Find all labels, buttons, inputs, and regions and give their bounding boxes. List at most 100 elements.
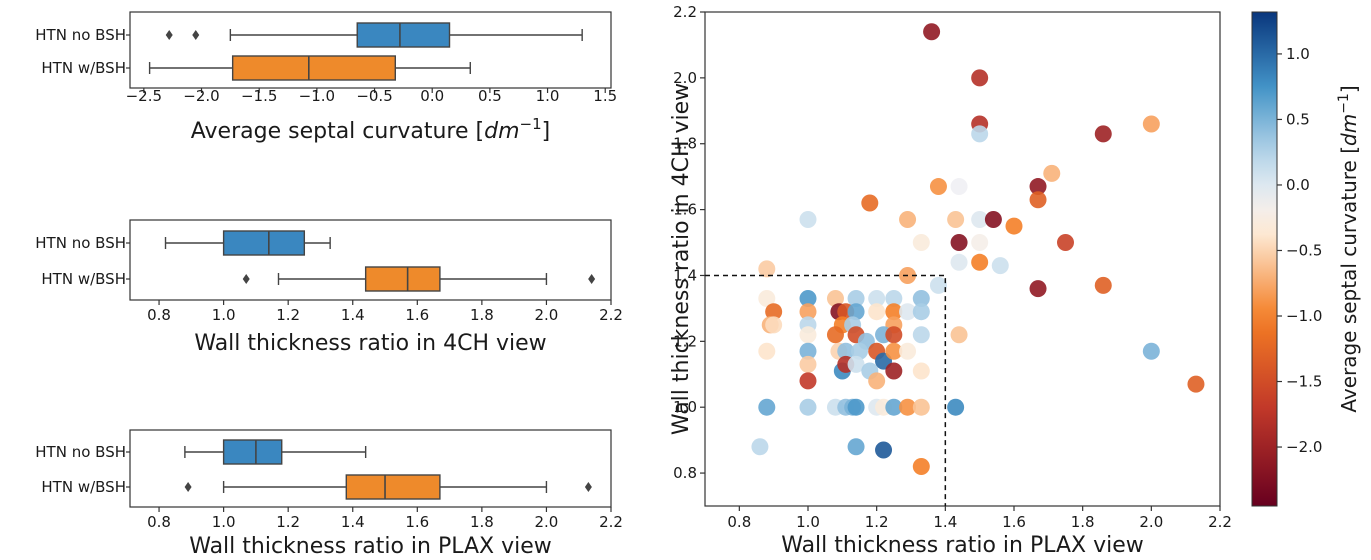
y-axis-label: Wall thickness ratio in 4CH view [669, 83, 694, 435]
scatter-point [947, 398, 965, 416]
scatter-point [758, 398, 776, 416]
scatter-point [758, 342, 776, 360]
scatter-point [912, 290, 930, 308]
plot-frame [129, 11, 612, 89]
scatter-point [984, 210, 1002, 228]
y-tick-label: 1.4 [673, 266, 697, 284]
x-tick-label: 1.2 [865, 513, 889, 531]
x-tick-label: 1.4 [341, 513, 365, 531]
scatter-point [991, 257, 1009, 275]
x-tick-label: 1.4 [933, 513, 957, 531]
scatter-point [971, 69, 989, 87]
scatter-point [947, 210, 965, 228]
scatter-point [799, 290, 817, 308]
colorbar-label-text: Average septal curvature [ [1337, 146, 1361, 413]
scatter-point [971, 253, 989, 271]
x-tick-label: 1.8 [470, 306, 494, 324]
x-axis-label: Average septal curvature [dm−1] [191, 115, 550, 144]
scatter-points [751, 23, 1205, 475]
scatter-point [929, 276, 947, 294]
scatter-point [899, 303, 917, 321]
scatter-point [971, 210, 989, 228]
y-tick-label: 2.2 [673, 3, 697, 21]
scatter-point [1043, 164, 1061, 182]
scatter-point [868, 303, 886, 321]
y-tick-label: 2.0 [673, 69, 697, 87]
x-tick-label: 0.8 [727, 513, 751, 531]
scatter-point [885, 290, 903, 308]
box-group [184, 439, 367, 465]
scatter-point [912, 398, 930, 416]
group-label: HTN no BSH [35, 26, 126, 44]
x-tick-label: 1.8 [1071, 513, 1095, 531]
colorbar-label-close: ] [1337, 85, 1361, 93]
group-label: HTN no BSH [35, 443, 126, 461]
scatter-point [799, 342, 817, 360]
scatter-point [826, 290, 844, 308]
x-tick-label: 1.2 [276, 513, 300, 531]
scatter-point [751, 438, 769, 456]
iqr-box [222, 230, 306, 256]
scatter-point [885, 326, 903, 344]
scatter-point [837, 342, 855, 360]
x-tick-label: 2.2 [1208, 513, 1232, 531]
x-tick-label: 0.8 [147, 513, 171, 531]
x-tick-label: 1.0 [212, 513, 236, 531]
x-tick-label: 1.4 [341, 306, 365, 324]
colorbar-tick-label: −1.0 [1286, 307, 1322, 325]
scatter-point [929, 178, 947, 196]
box-plot-plax-ratio: HTN no BSH HTN w/BSH 0.8 1.0 1.2 1.4 1.6 1.8 2.0… [35, 429, 623, 559]
outlier-marker [588, 274, 596, 284]
box-plot-4ch-ratio: HTN no BSH HTN w/BSH 0.8 1.0 1.2 1.4 1.6 1.8 2.0… [35, 219, 623, 356]
outlier-marker [192, 30, 200, 40]
box-group [164, 230, 331, 256]
scatter-point [912, 457, 930, 475]
scatter-point [912, 326, 930, 344]
scatter-point [1187, 375, 1205, 393]
scatter-point [799, 398, 817, 416]
scatter-point [847, 355, 865, 373]
scatter-plot: 0.8 1.0 1.2 1.4 1.6 1.8 2.0 2.2 0.8 1.0 1.2 1.4 1.6 1… [669, 3, 1361, 558]
group-label: HTN w/BSH [41, 478, 126, 496]
scatter-point [950, 178, 968, 196]
colorbar-tick-label: 0.5 [1286, 110, 1310, 128]
iqr-box [222, 439, 283, 465]
scatter-point [971, 234, 989, 252]
box-group [242, 266, 596, 292]
y-tick-label: 0.8 [673, 464, 697, 482]
x-tick-label: 1.6 [405, 306, 429, 324]
scatter-point [1057, 234, 1074, 252]
scatter-point [758, 260, 776, 278]
scatter-point [799, 303, 817, 321]
x-tick-label: 1.8 [470, 513, 494, 531]
scatter-point [1029, 280, 1047, 298]
scatter-point [885, 362, 903, 380]
plot-frame [129, 429, 612, 508]
outlier-marker [584, 482, 592, 492]
colorbar-tick-label: −1.5 [1286, 373, 1322, 391]
y-tick-label: 1.2 [673, 332, 697, 350]
outlier-marker [242, 274, 250, 284]
scatter-point [826, 326, 844, 344]
colorbar-tick-label: −2.0 [1286, 438, 1322, 456]
x-tick-label: −2.0 [183, 87, 219, 105]
scatter-point [1005, 217, 1023, 235]
x-tick-label: 2.0 [535, 306, 559, 324]
scatter-point [1142, 342, 1160, 360]
scatter-point [799, 326, 817, 344]
scatter-point [885, 303, 903, 321]
x-tick-label: 1.6 [405, 513, 429, 531]
y-tick-label: 1.8 [673, 135, 697, 153]
colorbar-tick-label: 1.0 [1286, 45, 1310, 63]
scatter-point [851, 342, 868, 360]
scatter-point [875, 441, 893, 459]
colorbar-label-unit: dm [1337, 114, 1361, 146]
box-plot-septal-curvature: HTN no BSH HTN w/BSH−2.5 −2.0 −1.5 −1.0 −0.5 0… [35, 11, 617, 144]
outlier-marker [184, 482, 192, 492]
colorbar-label-exponent: −1 [1336, 93, 1352, 114]
x-tick-label: 2.0 [535, 513, 559, 531]
x-tick-label: 1.6 [1002, 513, 1026, 531]
x-axis-label: Wall thickness ratio in PLAX view [189, 534, 552, 559]
scatter-point [847, 290, 865, 308]
scatter-point [868, 372, 886, 390]
